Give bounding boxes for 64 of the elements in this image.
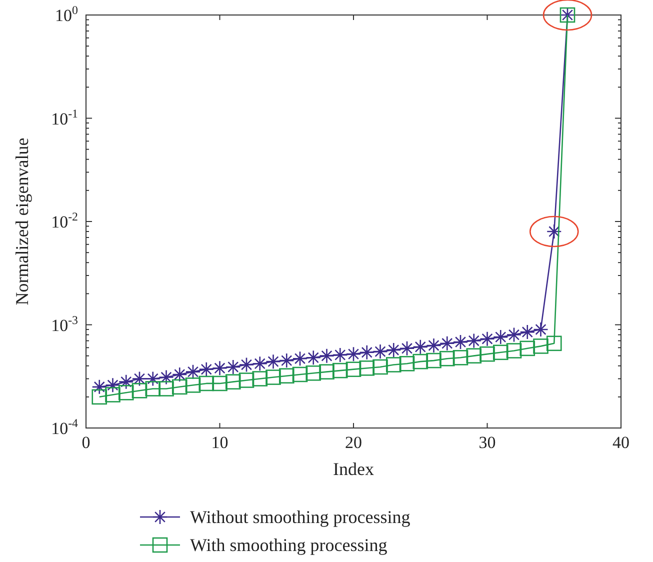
point [386, 342, 402, 358]
point [359, 344, 375, 360]
point [372, 344, 388, 360]
y-tick-label: 10$^{-3}$ [51, 312, 78, 335]
point [372, 359, 388, 375]
point [92, 389, 108, 405]
point [278, 368, 294, 384]
x-tick-label: 30 [478, 433, 496, 452]
y-axis-title: Normalized eigenvalue [12, 138, 32, 306]
point [426, 352, 442, 368]
point [198, 376, 214, 392]
point [238, 372, 254, 388]
point [132, 383, 148, 398]
point [466, 333, 482, 348]
point [145, 381, 161, 396]
point [319, 348, 334, 364]
point [346, 346, 362, 362]
point [252, 371, 268, 386]
point [172, 379, 188, 395]
legend-label: With smoothing processing [190, 535, 388, 555]
point [92, 379, 108, 395]
point [292, 366, 308, 382]
point [520, 340, 536, 356]
point [332, 347, 348, 363]
y-tick-label: 10$^{0}$ [55, 3, 78, 25]
x-axis-title: Index [333, 459, 374, 479]
point [466, 348, 482, 364]
point [118, 384, 134, 400]
point [546, 336, 562, 352]
point [439, 350, 455, 366]
y-tick-label: 10$^{-2}$ [51, 210, 78, 232]
point [105, 387, 120, 402]
point [506, 343, 522, 358]
point [399, 356, 415, 372]
point [359, 360, 375, 376]
point [319, 364, 334, 380]
point [480, 346, 495, 362]
point [452, 350, 468, 366]
point [332, 362, 348, 378]
x-tick-label: 10 [211, 433, 228, 452]
y-tick-label: 10$^{-1}$ [51, 106, 78, 128]
point [492, 344, 508, 360]
point [145, 371, 161, 386]
point [346, 362, 362, 377]
point [212, 360, 228, 376]
point [533, 338, 548, 354]
x-tick-label: 0 [82, 433, 90, 452]
point [225, 374, 241, 390]
x-tick-label: 40 [612, 433, 630, 452]
x-tick-label: 20 [345, 433, 362, 452]
point [306, 350, 322, 366]
point [386, 357, 402, 372]
point [266, 370, 281, 385]
point [158, 381, 174, 396]
point [306, 365, 322, 381]
point [452, 334, 468, 350]
point [399, 340, 415, 356]
point [212, 376, 228, 392]
y-tick-label: 10$^{-4}$ [51, 416, 78, 438]
legend-label: Without smoothing processing [190, 507, 410, 527]
point [412, 354, 428, 370]
point [185, 378, 201, 393]
point [480, 331, 495, 347]
point [412, 339, 428, 355]
